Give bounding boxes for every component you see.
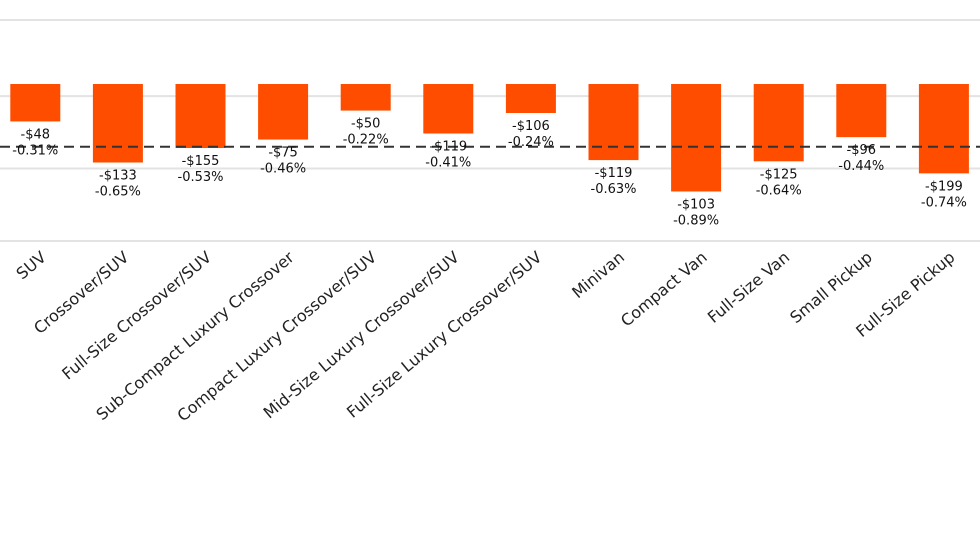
bar (753, 84, 804, 162)
bar (10, 84, 61, 122)
x-tick-label: Compact Van (617, 248, 711, 331)
dollar-label: -$50 (351, 117, 381, 132)
bar (918, 84, 969, 174)
dollar-label: -$199 (925, 179, 963, 194)
value-label: -0.24% (508, 135, 554, 150)
dollar-label: -$119 (429, 140, 467, 155)
value-label: -0.74% (921, 195, 967, 210)
bar (836, 84, 887, 138)
dollar-label: -$106 (512, 119, 550, 134)
value-label: -0.46% (260, 162, 306, 177)
x-tick-label: Full-Size Van (704, 248, 793, 327)
bar (671, 84, 722, 192)
dollar-label: -$48 (21, 127, 51, 142)
value-label: -0.41% (425, 156, 471, 171)
value-label: -0.31% (12, 143, 58, 158)
dollar-label: -$103 (677, 197, 715, 212)
value-label: -0.22% (343, 133, 389, 148)
bar (423, 84, 474, 134)
bar (258, 84, 309, 140)
bar (92, 84, 143, 163)
bar (340, 84, 391, 111)
x-tick-label: Small Pickup (786, 248, 876, 328)
dollar-label: -$96 (847, 143, 877, 158)
bar (175, 84, 226, 149)
bar (505, 84, 556, 113)
dollar-label: -$155 (182, 154, 220, 169)
value-label: -0.53% (178, 170, 224, 185)
x-tick-label: SUV (13, 247, 50, 283)
value-label: -0.44% (838, 159, 884, 174)
dollar-label: -$125 (760, 167, 798, 182)
dollar-label: -$119 (595, 166, 633, 181)
x-tick-label: Minivan (568, 248, 628, 303)
value-label: -0.65% (95, 185, 141, 200)
x-tick-label: Full-Size Crossover/SUV (58, 247, 215, 383)
dollar-label: -$75 (268, 146, 298, 161)
value-label: -0.63% (591, 182, 637, 197)
value-label: -0.64% (756, 183, 802, 198)
dollar-label: -$133 (99, 169, 137, 184)
bar (588, 84, 639, 161)
value-label: -0.89% (673, 213, 719, 228)
